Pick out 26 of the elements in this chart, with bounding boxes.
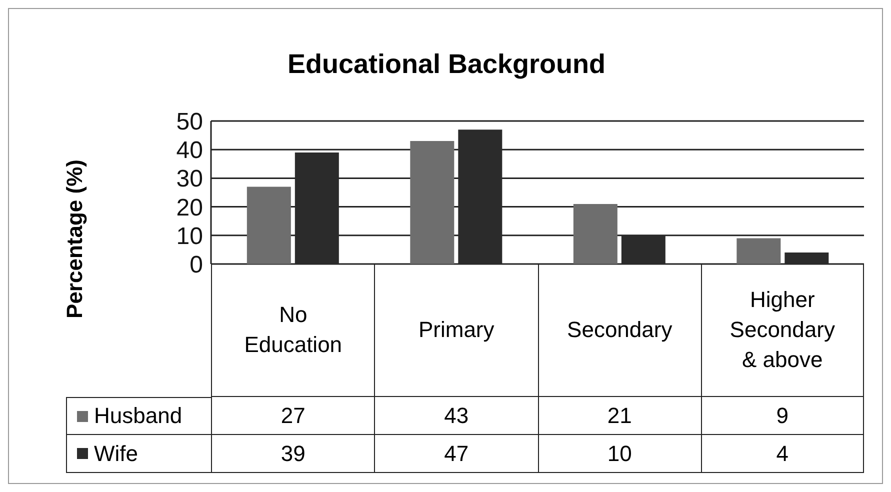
y-tick-label: 30 — [176, 166, 203, 193]
y-tick-label: 40 — [176, 137, 203, 164]
data-label: 9 — [700, 397, 864, 435]
data-label: 4 — [700, 435, 864, 473]
x-tick-label: Higher Secondary & above — [700, 264, 864, 397]
chart-title: Educational Background — [286, 49, 607, 80]
data-label: 43 — [374, 397, 538, 435]
x-tick-label: Primary — [374, 264, 538, 397]
y-axis-title: Percentage (%) — [62, 160, 88, 318]
bar — [246, 186, 291, 264]
bar — [736, 238, 781, 264]
y-tick-label: 0 — [190, 252, 203, 279]
x-tick-label: No Education — [211, 264, 374, 397]
y-tick-label: 50 — [176, 108, 203, 136]
data-label: 47 — [374, 435, 538, 473]
data-label: 39 — [211, 435, 374, 473]
legend-label: Husband — [94, 402, 182, 430]
legend-label: Wife — [94, 440, 138, 468]
x-tick-label: Secondary — [538, 264, 701, 397]
y-tick-label: 20 — [176, 194, 203, 222]
data-label: 10 — [538, 435, 701, 473]
bar — [573, 204, 618, 264]
y-tick-label: 10 — [176, 222, 203, 250]
data-label: 27 — [211, 397, 374, 435]
data-label: 21 — [538, 397, 701, 435]
bar — [410, 141, 454, 264]
